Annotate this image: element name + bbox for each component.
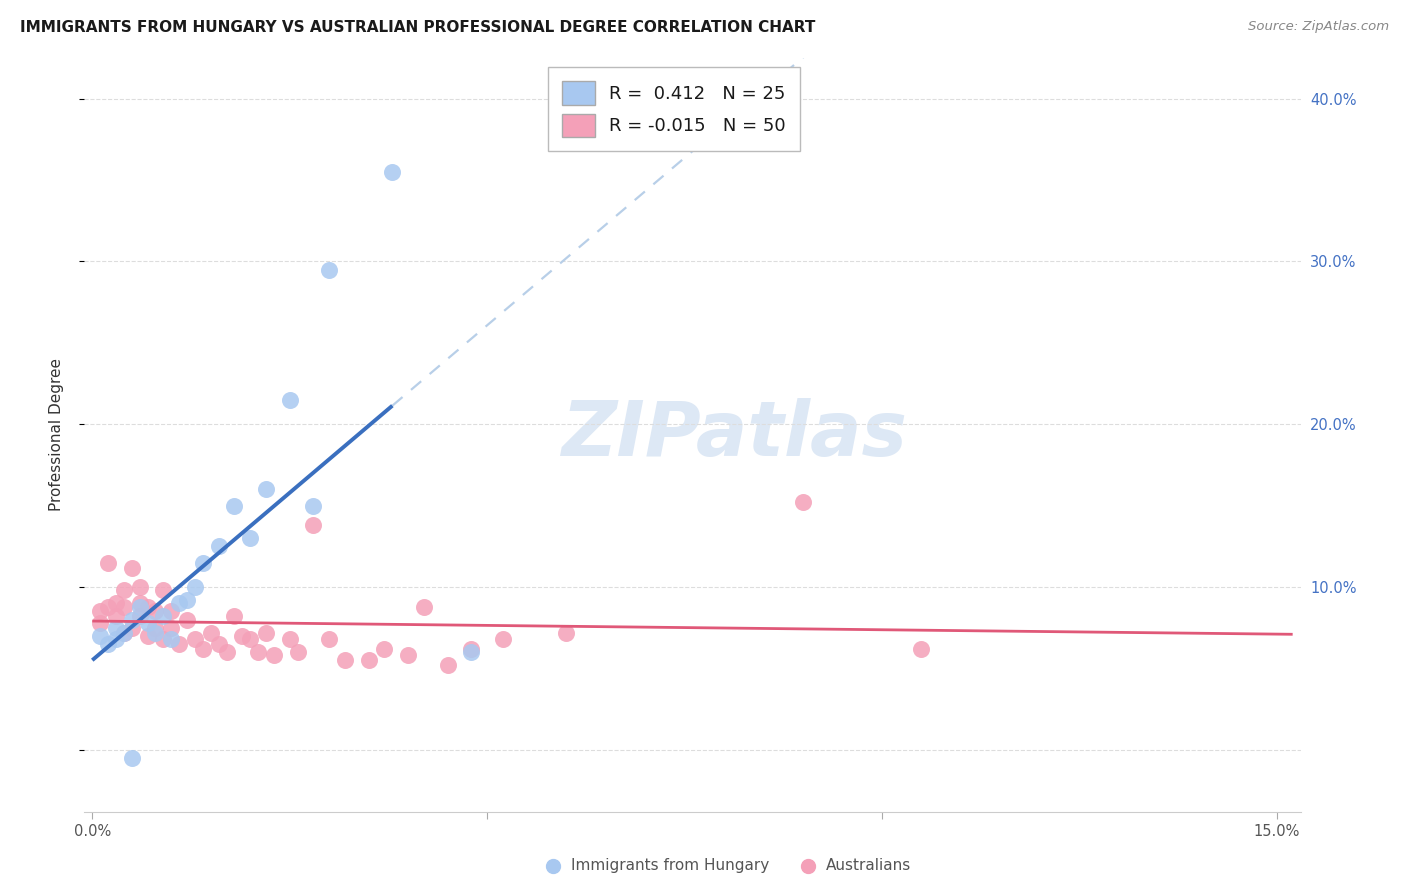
Point — [254, 483, 277, 497]
Point — [128, 580, 150, 594]
Point — [121, 751, 143, 765]
Point — [160, 621, 183, 635]
Point — [112, 583, 135, 598]
Point — [112, 625, 135, 640]
Point — [89, 629, 111, 643]
Point — [318, 262, 340, 277]
Point — [239, 632, 262, 647]
Point — [333, 653, 356, 667]
Point — [239, 531, 262, 545]
Point — [89, 615, 111, 630]
Point — [200, 625, 222, 640]
Point — [167, 637, 190, 651]
Point — [104, 609, 127, 624]
Point — [224, 499, 246, 513]
Point — [104, 621, 127, 635]
Point — [191, 556, 214, 570]
Point — [104, 632, 127, 647]
Text: ZIPatlas: ZIPatlas — [562, 398, 908, 472]
Point — [207, 540, 229, 554]
Point — [160, 632, 183, 647]
Text: Immigrants from Hungary: Immigrants from Hungary — [571, 858, 769, 873]
Y-axis label: Professional Degree: Professional Degree — [49, 359, 63, 511]
Point — [396, 648, 419, 663]
Point — [112, 599, 135, 614]
Point — [128, 609, 150, 624]
Point — [191, 641, 214, 656]
Point — [184, 632, 207, 647]
Point — [104, 596, 127, 610]
Point — [167, 596, 190, 610]
Text: Australians: Australians — [827, 858, 911, 873]
Point — [254, 625, 277, 640]
Point — [97, 599, 120, 614]
Point — [145, 621, 167, 635]
Point — [555, 625, 578, 640]
Point — [492, 632, 515, 647]
Point — [128, 596, 150, 610]
Point — [145, 625, 167, 640]
Point — [97, 637, 120, 651]
Point — [136, 599, 159, 614]
Point — [184, 580, 207, 594]
Point — [318, 632, 340, 647]
Point — [302, 518, 325, 533]
Point — [373, 641, 395, 656]
Point — [224, 609, 246, 624]
Point — [152, 583, 174, 598]
Point — [152, 632, 174, 647]
Point — [136, 615, 159, 630]
Point — [136, 629, 159, 643]
Point — [176, 613, 198, 627]
Text: IMMIGRANTS FROM HUNGARY VS AUSTRALIAN PROFESSIONAL DEGREE CORRELATION CHART: IMMIGRANTS FROM HUNGARY VS AUSTRALIAN PR… — [20, 20, 815, 35]
Point — [145, 605, 167, 619]
Point — [357, 653, 380, 667]
Point — [231, 629, 253, 643]
Point — [792, 495, 814, 509]
Point — [381, 165, 404, 179]
Text: Source: ZipAtlas.com: Source: ZipAtlas.com — [1249, 20, 1389, 33]
Point — [302, 499, 325, 513]
Point — [413, 599, 436, 614]
Point — [152, 609, 174, 624]
Point — [278, 632, 301, 647]
Point — [121, 621, 143, 635]
Point — [278, 392, 301, 407]
Point — [263, 648, 285, 663]
Point — [160, 605, 183, 619]
Point — [97, 556, 120, 570]
Point — [121, 613, 143, 627]
Point — [460, 641, 482, 656]
Point — [207, 637, 229, 651]
Point — [287, 645, 309, 659]
Legend: R =  0.412   N = 25, R = -0.015   N = 50: R = 0.412 N = 25, R = -0.015 N = 50 — [548, 67, 800, 152]
Point — [436, 658, 458, 673]
Point — [128, 599, 150, 614]
Point — [910, 641, 932, 656]
Point — [121, 560, 143, 574]
Point — [247, 645, 270, 659]
Point — [89, 605, 111, 619]
Point — [215, 645, 238, 659]
Point — [112, 625, 135, 640]
Point — [460, 645, 482, 659]
Point — [176, 593, 198, 607]
